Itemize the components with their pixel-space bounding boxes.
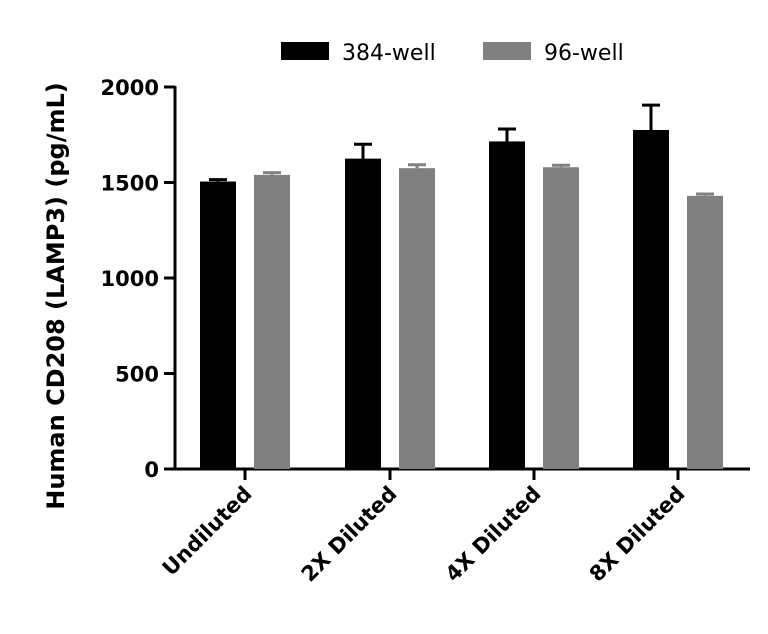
x-tick-label: 8X Diluted [585,482,690,587]
bar-96-well-3 [687,195,723,469]
bars [200,129,723,470]
x-tick-label: 2X Diluted [297,482,402,587]
bar-384-well-2 [489,141,525,469]
y-tick-label: 1000 [101,267,159,291]
error-bars [209,103,714,196]
y-tick-label: 0 [144,458,159,482]
x-tick-label: 4X Diluted [441,482,546,587]
bar-384-well-1 [345,158,381,469]
y-axis-title: Human CD208 (LAMP3) (pg/mL) [42,82,70,510]
bar-384-well-3 [633,129,669,469]
bar-96-well-0 [254,174,290,470]
bar-96-well-1 [399,168,435,470]
y-ticks: 0 500 1000 1500 2000 [101,76,175,482]
y-tick-label: 2000 [101,76,159,100]
legend-swatch-384-well [281,42,329,60]
x-tick-label: Undiluted [158,482,257,581]
y-tick-label: 500 [115,363,159,387]
bar-384-well-0 [200,181,236,470]
legend: 384-well 96-well [281,41,624,66]
legend-swatch-96-well [483,42,531,60]
bar-96-well-2 [543,167,579,469]
legend-label-96-well: 96-well [544,41,624,66]
y-tick-label: 1500 [101,172,159,196]
x-ticks: Undiluted 2X Diluted 4X Diluted 8X Diluted [158,469,690,586]
legend-label-384-well: 384-well [342,41,436,66]
